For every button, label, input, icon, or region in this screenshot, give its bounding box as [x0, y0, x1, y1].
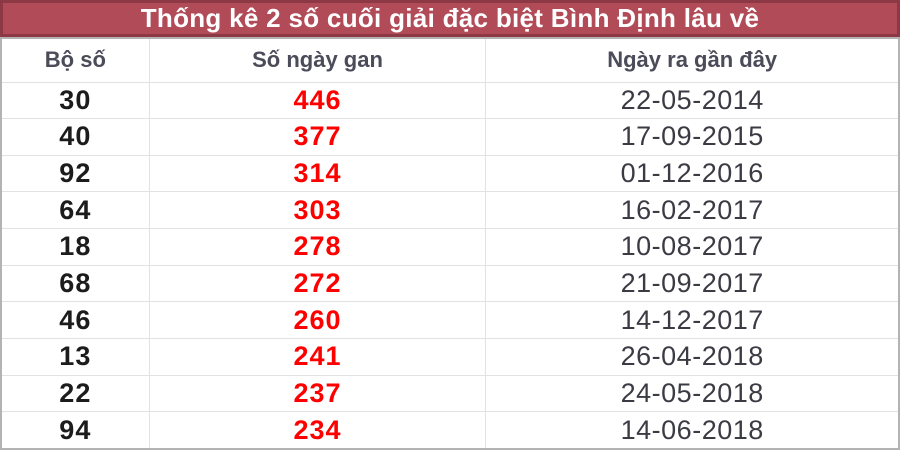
date-value: 24-05-2018 [485, 374, 900, 413]
gap-value: 314 [148, 154, 487, 193]
pair-value: 18 [0, 228, 150, 266]
table-row: 22 237 24-05-2018 [0, 374, 900, 413]
date-value: 10-08-2017 [485, 228, 900, 266]
gan-stats-table: Bộ số Số ngày gan Ngày ra gần đây 30 446… [0, 37, 900, 450]
table-row: 18 278 10-08-2017 [0, 228, 900, 266]
date-value: 14-06-2018 [485, 411, 900, 450]
gap-value: 377 [148, 118, 487, 156]
date-value: 22-05-2014 [485, 81, 900, 120]
gap-value: 303 [148, 191, 487, 230]
pair-value: 64 [0, 191, 150, 230]
pair-value: 68 [0, 264, 150, 303]
table-row: 92 314 01-12-2016 [0, 154, 900, 193]
gap-value: 272 [148, 264, 487, 303]
gap-value: 241 [148, 337, 487, 376]
gap-value: 260 [148, 301, 487, 339]
gap-value: 234 [148, 411, 487, 450]
table-row: 13 241 26-04-2018 [0, 337, 900, 376]
gap-value: 237 [148, 374, 487, 413]
pair-value: 92 [0, 154, 150, 193]
table-row: 40 377 17-09-2015 [0, 118, 900, 156]
pair-value: 22 [0, 374, 150, 413]
panel-title: Thống kê 2 số cuối giải đặc biệt Bình Đị… [0, 0, 900, 37]
header-gap: Số ngày gan [148, 38, 487, 83]
date-value: 26-04-2018 [485, 337, 900, 376]
date-value: 14-12-2017 [485, 301, 900, 339]
table-row: 46 260 14-12-2017 [0, 301, 900, 339]
header-date: Ngày ra gần đây [485, 38, 900, 83]
date-value: 21-09-2017 [485, 264, 900, 303]
pair-value: 30 [0, 81, 150, 120]
pair-value: 94 [0, 411, 150, 450]
pair-value: 46 [0, 301, 150, 339]
gap-value: 446 [148, 81, 487, 120]
date-value: 17-09-2015 [485, 118, 900, 156]
table-row: 64 303 16-02-2017 [0, 191, 900, 230]
pair-value: 40 [0, 118, 150, 156]
table-header-row: Bộ số Số ngày gan Ngày ra gần đây [0, 38, 900, 83]
table-row: 68 272 21-09-2017 [0, 264, 900, 303]
date-value: 16-02-2017 [485, 191, 900, 230]
table-row: 30 446 22-05-2014 [0, 81, 900, 120]
table-row: 94 234 14-06-2018 [0, 411, 900, 450]
header-pair: Bộ số [0, 38, 150, 83]
pair-value: 13 [0, 337, 150, 376]
gap-value: 278 [148, 228, 487, 266]
date-value: 01-12-2016 [485, 154, 900, 193]
